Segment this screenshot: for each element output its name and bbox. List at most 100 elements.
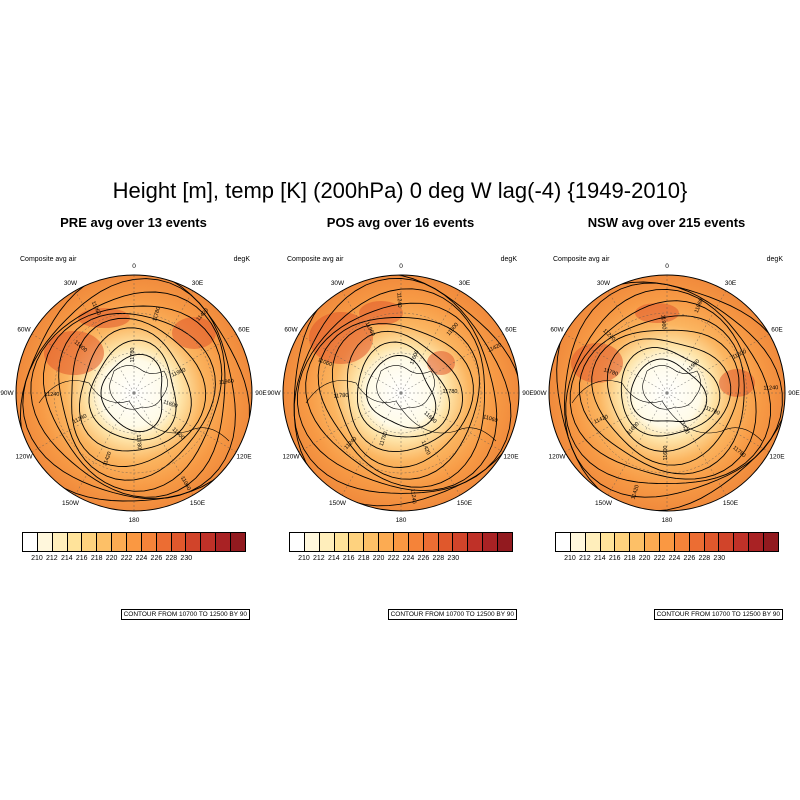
parallel-circle (93, 352, 175, 434)
longitude-label: 90E (255, 390, 267, 397)
colorbar-tick-label: 218 (90, 555, 103, 562)
longitude-label: 120E (236, 454, 252, 461)
longitude-label: 30E (192, 280, 204, 287)
colorbar-tick-label: 224 (402, 555, 415, 562)
contour-label: 11780 (443, 389, 458, 395)
colorbar-swatch (719, 533, 735, 551)
colorbar-swatch (498, 533, 512, 551)
longitude-label: 90W (0, 390, 14, 397)
panel-units-label: degK (766, 256, 783, 263)
contour-info-label: CONTOUR FROM 10700 TO 12500 BY 90 (387, 609, 517, 620)
colorbar-swatch (468, 533, 484, 551)
coastline (38, 380, 230, 442)
height-contour (331, 323, 474, 468)
colorbar-swatch (37, 533, 53, 551)
colorbar-swatch (570, 533, 586, 551)
colorbar-tick-label: 216 (342, 555, 355, 562)
parallel-circle (360, 352, 442, 434)
longitude-label: 180 (396, 517, 407, 524)
colorbar-tick-label: 220 (105, 555, 118, 562)
contour-label: 11780 (333, 393, 348, 400)
contour-label: 11780 (704, 406, 720, 417)
longitude-label: 120W (549, 454, 567, 461)
contour-label: 11240 (409, 489, 417, 504)
colorbar-swatch (171, 533, 187, 551)
coastline (376, 365, 435, 410)
longitude-label: 90W (533, 390, 547, 397)
longitude-label: 120E (503, 454, 519, 461)
contour-label: 11600 (162, 399, 178, 410)
contour-label: 11420 (593, 414, 609, 425)
colorbar-swatch (112, 533, 128, 551)
longitude-label: 60E (505, 327, 517, 334)
panel-title: NSW avg over 215 events (587, 215, 746, 230)
colorbar-tick-label: 224 (135, 555, 148, 562)
map-border (282, 274, 520, 512)
colorbar-swatch (349, 533, 365, 551)
map-panel-pos: POS avg over 16 events Composite avg air… (267, 215, 534, 625)
contour-label: 11240 (396, 293, 403, 308)
colorbar-labels: 210 212 214 216 218 220 222 224 226 228 230 (22, 555, 246, 567)
parallel-circle (53, 312, 215, 474)
longitude-label: 90W (267, 390, 281, 397)
panel-units-label: degK (233, 256, 250, 263)
warm-anomaly (571, 343, 623, 383)
contour-label: 11060 (482, 414, 498, 424)
colorbar-tick-label: 228 (165, 555, 178, 562)
contour-label: 11960 (219, 379, 234, 387)
colorbar-swatch (334, 533, 350, 551)
longitude-label: 150W (62, 500, 80, 507)
warm-anomaly (172, 317, 216, 349)
colorbar-labels: 210 212 214 216 218 220 222 224 226 228 230 (289, 555, 513, 567)
contour-label: 11600 (409, 350, 420, 366)
contour-label: 11780 (135, 434, 142, 449)
figure-title: Height [m], temp [K] (200hPa) 0 deg W la… (112, 178, 688, 203)
longitude-label: 30W (331, 280, 345, 287)
contour-label: 11420 (487, 342, 503, 354)
colorbar-tick-label: 228 (432, 555, 445, 562)
colorbar-tick-label: 210 (564, 555, 576, 562)
colorbar: 210 212 214 216 218 220 222 224 226 228 230 (289, 532, 513, 572)
colorbar-swatch (660, 533, 675, 551)
colorbar-swatch (52, 533, 68, 551)
warm-anomaly (427, 351, 455, 375)
colorbar-swatch (423, 533, 439, 551)
contour-label: 11960 (171, 367, 187, 378)
colorbar-tick-label: 222 (653, 555, 666, 562)
contour-label: 11960 (659, 314, 666, 329)
longitude-label: 0 (399, 263, 403, 270)
colorbar-swatch (764, 533, 778, 551)
longitude-label: 90E (522, 390, 534, 397)
colorbar-tick-label: 230 (447, 555, 460, 562)
colorbar-swatch (379, 533, 395, 551)
longitude-label: 150W (329, 500, 347, 507)
contour-label: 11780 (152, 306, 162, 322)
colorbar-tick-label: 214 (327, 555, 340, 562)
panel-title: POS avg over 16 events (326, 215, 475, 230)
map-overlays: 1196011780116001142011240110601124011420… (549, 275, 785, 511)
longitude-label: 60W (284, 327, 298, 334)
colorbar-swatch (82, 533, 98, 551)
height-contour (630, 358, 708, 422)
colorbar-tick-label: 220 (638, 555, 651, 562)
coastline (305, 380, 497, 442)
colorbar-tick-label: 214 (593, 555, 606, 562)
colorbar-swatch (156, 533, 172, 551)
colorbar-tick-label: 210 (298, 555, 310, 562)
contour-label: 11780 (130, 348, 136, 363)
colorbar-swatch (319, 533, 335, 551)
contour-label: 11420 (102, 451, 113, 467)
longitude-label: 0 (665, 263, 669, 270)
contour-info-label: CONTOUR FROM 10700 TO 12500 BY 90 (120, 609, 250, 620)
colorbar-swatch (231, 533, 245, 551)
colorbar-tick-label: 210 (31, 555, 43, 562)
colorbar-swatch (704, 533, 720, 551)
colorbar-swatch (23, 533, 38, 551)
colorbar-tick-label: 228 (698, 555, 711, 562)
colorbar-tick-label: 224 (668, 555, 681, 562)
contour-label: 11420 (631, 484, 641, 500)
longitude-label: 180 (662, 517, 673, 524)
coastline (571, 380, 763, 442)
colorbar-cells (555, 532, 779, 552)
parallel-circle (586, 312, 748, 474)
